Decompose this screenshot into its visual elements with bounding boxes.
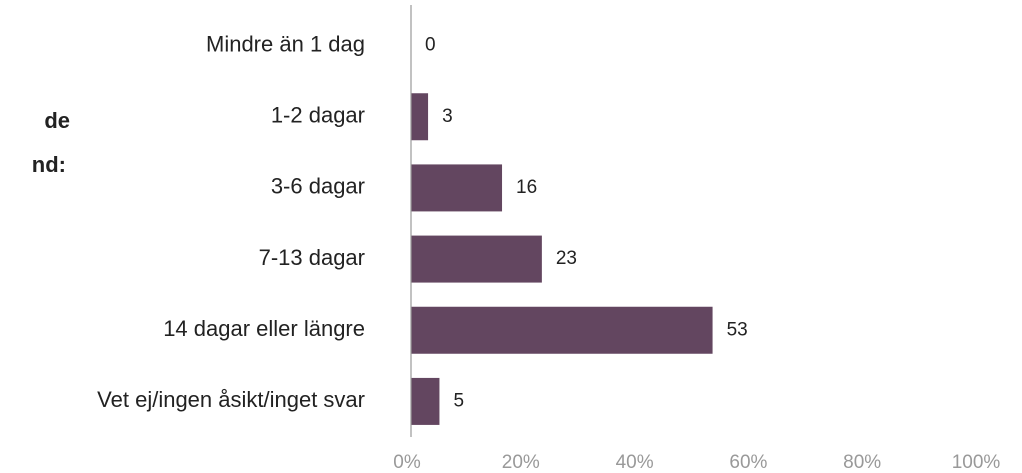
bar — [411, 164, 503, 212]
x-tick-label: 0% — [393, 452, 421, 473]
value-label: 3 — [442, 106, 453, 127]
value-label: 0 — [425, 35, 436, 56]
y-tick-label: Mindre än 1 dag — [206, 31, 365, 56]
value-label: 5 — [453, 390, 464, 411]
value-label: 16 — [516, 177, 537, 198]
y-tick-label: 7-13 dagar — [259, 245, 365, 270]
x-tick-label: 100% — [952, 452, 1001, 473]
annotation: de — [44, 108, 70, 133]
bar — [411, 306, 713, 354]
y-tick-label: 1-2 dagar — [271, 103, 365, 128]
x-tick-label: 40% — [616, 452, 654, 473]
annotation: nd: — [32, 152, 66, 177]
bar — [411, 235, 542, 283]
bar — [411, 377, 440, 425]
x-tick-label: 20% — [502, 452, 540, 473]
value-label: 23 — [556, 248, 577, 269]
x-tick-label: 60% — [729, 452, 767, 473]
x-tick-label: 80% — [843, 452, 881, 473]
value-label: 53 — [727, 319, 748, 340]
y-tick-label: 14 dagar eller längre — [163, 316, 365, 341]
bar — [411, 93, 429, 141]
y-tick-label: Vet ej/ingen åsikt/inget svar — [97, 387, 365, 412]
y-tick-label: 3-6 dagar — [271, 174, 365, 199]
